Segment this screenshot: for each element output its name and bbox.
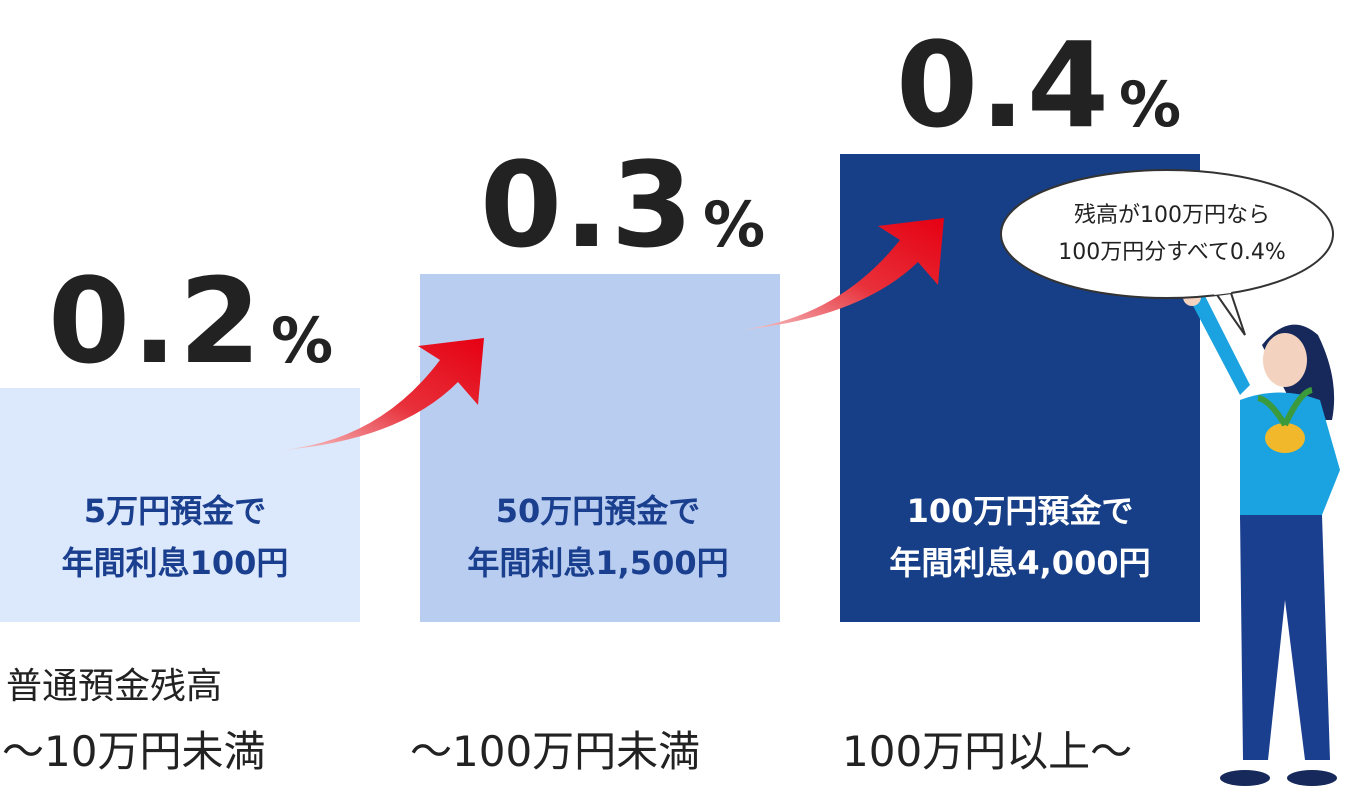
range: ～100万円未満 [410,727,700,776]
text: 0.4 [896,16,1111,154]
text: 0.3 [480,136,695,274]
caption: 50万円預金で [496,492,701,530]
text: % [1119,68,1181,141]
text: % [271,304,333,377]
rate: 0.2% [48,252,333,390]
woman-illustration [1183,288,1340,786]
range: ～10万円未満 [2,727,265,776]
text: 0.2 [48,252,263,390]
caption: 年間利息100円 [62,544,289,582]
text: % [703,188,765,261]
caption: 年間利息1,500円 [467,544,728,582]
rate: 0.4% [896,16,1181,154]
speech-bubble [1000,169,1334,299]
tier-box [420,274,780,622]
tier-box [0,388,360,622]
caption: 100万円預金で [907,492,1134,530]
bubble-text: 100万円分すべて0.4% [1058,240,1285,265]
caption: 年間利息4,000円 [889,544,1150,582]
rate: 0.3% [480,136,765,274]
caption: 5万円預金で [84,492,266,530]
arrow [282,338,484,450]
balance-label: 普通預金残高 [6,666,222,707]
range: 100万円以上～ [842,727,1132,776]
arrow [740,218,944,330]
bubble-text: 残高が100万円なら [1074,203,1270,228]
